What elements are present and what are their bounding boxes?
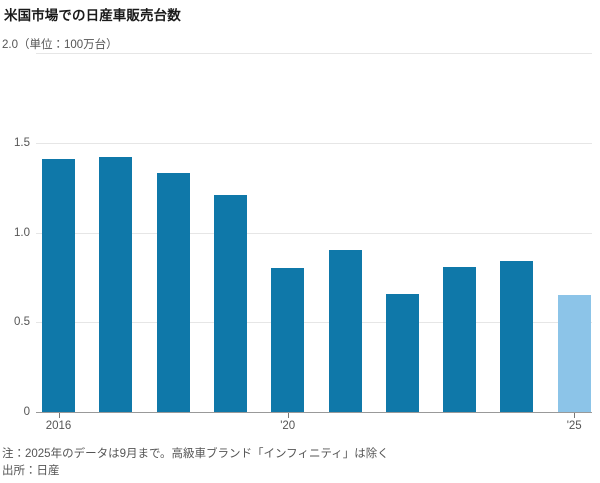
x-axis-tick-mark	[287, 413, 289, 418]
unit-text: （単位：100万台）	[18, 39, 118, 51]
note-line: 注：2025年のデータは9月まで。高級車ブランド「インフィニティ」は除く	[2, 448, 389, 460]
bar-2023	[443, 266, 477, 412]
bar-2021	[328, 250, 362, 412]
y-axis-top-tick-label: 2.0	[2, 39, 18, 51]
x-axis: 2016 '20 '25	[36, 412, 592, 442]
source-line: 出所：日産	[2, 465, 60, 477]
y-axis-tick-label: 0	[23, 406, 30, 418]
bar-2025	[557, 295, 591, 412]
gridline	[36, 322, 592, 324]
y-axis-tick-label: 1.0	[14, 226, 30, 239]
x-axis-tick-label: '20	[280, 420, 296, 432]
bar-2020	[271, 268, 305, 412]
bar-2016	[42, 158, 75, 412]
bar-2017	[99, 157, 133, 412]
gridline	[36, 142, 592, 144]
x-axis-tick-label: '25	[566, 420, 582, 432]
gridline	[36, 53, 592, 54]
footnotes: 注：2025年のデータは9月まで。高級車ブランド「インフィニティ」は除く 出所：…	[2, 446, 598, 480]
y-axis-tick-label: 0.5	[14, 316, 30, 329]
bars-group	[36, 53, 592, 412]
bar-2022	[385, 293, 419, 412]
axis-baseline	[36, 412, 592, 413]
gridline	[36, 232, 592, 234]
bar-2024	[500, 261, 534, 412]
y-axis-tick-label: 1.5	[14, 136, 30, 149]
y-axis-unit-label: 2.0（単位：100万台）	[2, 36, 118, 52]
x-axis-tick-label: 2016	[45, 420, 72, 432]
chart-title: 米国市場での日産車販売台数	[4, 8, 181, 23]
bar-2018	[156, 173, 190, 412]
x-axis-tick-mark	[574, 413, 576, 418]
x-axis-tick-mark	[58, 413, 60, 418]
plot-area: 1.5 1.0 0.5 0	[14, 53, 592, 418]
bar-2019	[213, 194, 247, 412]
